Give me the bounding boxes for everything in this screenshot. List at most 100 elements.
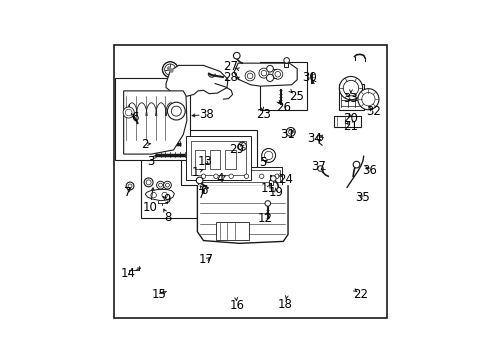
Circle shape xyxy=(203,186,206,190)
Text: 31: 31 xyxy=(279,128,294,141)
Bar xyxy=(209,150,220,169)
Bar xyxy=(334,116,360,127)
Circle shape xyxy=(156,181,164,189)
Text: 35: 35 xyxy=(355,192,369,204)
Circle shape xyxy=(158,183,162,187)
Text: 27: 27 xyxy=(223,60,238,73)
Polygon shape xyxy=(233,63,297,86)
Text: 17: 17 xyxy=(198,253,213,266)
Circle shape xyxy=(165,183,169,187)
Text: 9: 9 xyxy=(163,193,170,206)
Circle shape xyxy=(264,201,270,206)
Circle shape xyxy=(259,68,268,78)
Text: 7: 7 xyxy=(123,186,131,199)
Circle shape xyxy=(213,174,218,179)
Circle shape xyxy=(244,71,255,81)
Circle shape xyxy=(339,76,362,100)
Text: 25: 25 xyxy=(288,90,303,103)
Circle shape xyxy=(171,106,181,116)
Text: 12: 12 xyxy=(257,212,272,225)
Text: 20: 20 xyxy=(343,112,358,125)
Text: 10: 10 xyxy=(142,201,158,214)
Circle shape xyxy=(266,66,273,72)
Circle shape xyxy=(352,161,359,168)
Circle shape xyxy=(201,157,213,169)
Polygon shape xyxy=(123,91,186,154)
Circle shape xyxy=(125,108,132,114)
Circle shape xyxy=(357,89,378,110)
Circle shape xyxy=(264,151,272,159)
Bar xyxy=(224,150,235,169)
Bar xyxy=(198,167,282,185)
Circle shape xyxy=(128,184,132,188)
Text: 2: 2 xyxy=(141,138,149,151)
Text: 34: 34 xyxy=(307,132,322,145)
Text: 38: 38 xyxy=(199,108,214,121)
Circle shape xyxy=(259,174,264,179)
Circle shape xyxy=(221,161,233,174)
Circle shape xyxy=(317,166,323,171)
Text: 37: 37 xyxy=(310,160,325,173)
Bar xyxy=(194,150,205,169)
Circle shape xyxy=(169,68,173,73)
Polygon shape xyxy=(166,66,227,97)
Circle shape xyxy=(244,174,248,179)
Text: 8: 8 xyxy=(164,211,171,224)
Text: 4: 4 xyxy=(216,172,224,185)
Text: 6: 6 xyxy=(131,111,138,124)
Circle shape xyxy=(125,109,132,116)
Bar xyxy=(200,170,279,183)
Text: 24: 24 xyxy=(278,172,293,185)
Circle shape xyxy=(228,174,233,179)
Text: 14: 14 xyxy=(121,267,136,280)
Circle shape xyxy=(274,174,279,179)
Circle shape xyxy=(288,130,292,134)
Circle shape xyxy=(261,70,266,76)
Text: 11: 11 xyxy=(260,182,275,195)
Text: 33: 33 xyxy=(343,91,358,105)
Text: 13: 13 xyxy=(197,154,212,167)
Circle shape xyxy=(361,93,374,106)
Text: 28: 28 xyxy=(223,71,238,84)
Text: 32: 32 xyxy=(365,105,380,118)
Circle shape xyxy=(196,151,219,175)
Polygon shape xyxy=(197,185,287,243)
Text: 6: 6 xyxy=(200,184,207,197)
Circle shape xyxy=(224,164,230,171)
Circle shape xyxy=(233,52,240,59)
Circle shape xyxy=(123,107,134,118)
Text: 30: 30 xyxy=(302,71,316,84)
Circle shape xyxy=(146,180,151,185)
Text: 22: 22 xyxy=(353,288,367,301)
Circle shape xyxy=(201,184,208,192)
Text: 1: 1 xyxy=(192,166,199,179)
Circle shape xyxy=(192,148,223,178)
Text: 19: 19 xyxy=(268,186,283,199)
Circle shape xyxy=(144,178,153,187)
Circle shape xyxy=(201,174,205,179)
Bar xyxy=(186,136,251,180)
Text: 15: 15 xyxy=(151,288,166,301)
Text: 7: 7 xyxy=(198,188,205,201)
Circle shape xyxy=(317,135,322,141)
Circle shape xyxy=(238,142,246,150)
Text: 29: 29 xyxy=(228,143,243,156)
Circle shape xyxy=(274,72,280,77)
Bar xyxy=(115,77,189,160)
Text: 21: 21 xyxy=(343,120,358,134)
Circle shape xyxy=(166,66,171,71)
Bar xyxy=(338,84,364,110)
Circle shape xyxy=(261,149,275,162)
Circle shape xyxy=(150,192,156,198)
Polygon shape xyxy=(145,190,174,201)
Circle shape xyxy=(286,127,295,136)
Circle shape xyxy=(193,149,221,177)
Circle shape xyxy=(247,73,252,79)
Circle shape xyxy=(272,69,282,79)
Circle shape xyxy=(167,102,185,120)
Bar xyxy=(181,130,257,185)
Text: 3: 3 xyxy=(147,154,154,167)
Text: 26: 26 xyxy=(275,101,290,114)
Circle shape xyxy=(162,62,178,77)
Bar xyxy=(191,141,246,175)
